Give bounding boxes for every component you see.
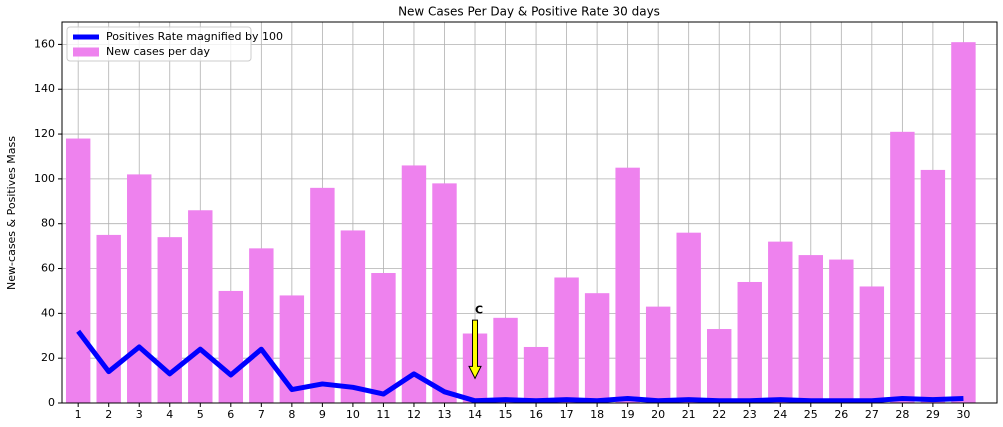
bar <box>554 277 579 403</box>
x-tick-label: 16 <box>529 408 543 421</box>
x-tick-label: 3 <box>136 408 143 421</box>
y-tick-label: 0 <box>48 396 55 409</box>
legend-box <box>66 26 252 62</box>
x-tick-label: 26 <box>834 408 848 421</box>
chart-title: New Cases Per Day & Positive Rate 30 day… <box>398 5 660 19</box>
x-tick-label: 27 <box>865 408 879 421</box>
bar <box>96 234 121 403</box>
x-tick-label: 6 <box>227 408 234 421</box>
bar <box>523 346 549 403</box>
x-tick-label: 28 <box>895 408 909 421</box>
x-tick-label: 29 <box>926 408 940 421</box>
y-tick-label: 80 <box>41 217 55 230</box>
bar <box>188 210 213 403</box>
bar <box>65 138 91 403</box>
annotation-text: C <box>475 303 483 316</box>
x-tick-label: 7 <box>258 408 265 421</box>
x-tick-label: 17 <box>560 408 574 421</box>
bar <box>645 306 671 403</box>
y-axis-label: New-cases & Positives Mass <box>5 136 18 290</box>
bar <box>310 187 335 403</box>
bar <box>707 329 732 403</box>
annotation-arrow <box>468 319 482 380</box>
x-tick-label: 9 <box>319 408 326 421</box>
x-tick-label: 5 <box>197 408 204 421</box>
x-tick-label: 19 <box>621 408 635 421</box>
x-tick-label: 4 <box>166 408 173 421</box>
x-tick-label: 24 <box>773 408 787 421</box>
x-tick-label: 10 <box>346 408 360 421</box>
x-tick-label: 2 <box>105 408 112 421</box>
y-tick-label: 100 <box>34 172 55 185</box>
x-tick-label: 22 <box>712 408 726 421</box>
legend-label: Positives Rate magnified by 100 <box>106 30 283 43</box>
x-tick-label: 18 <box>590 408 604 421</box>
legend-swatch <box>73 47 99 57</box>
x-tick-label: 8 <box>288 408 295 421</box>
y-tick-label: 140 <box>34 82 55 95</box>
bar <box>737 281 762 403</box>
bar <box>615 167 640 403</box>
bar <box>401 165 427 403</box>
x-tick-label: 30 <box>956 408 970 421</box>
bar <box>340 230 366 403</box>
bar <box>890 131 915 404</box>
bar <box>218 290 244 403</box>
plot-frame <box>61 21 998 404</box>
bar <box>584 293 610 403</box>
bar <box>829 259 854 403</box>
bar <box>157 237 182 403</box>
y-tick-label: 20 <box>41 351 55 364</box>
x-tick-label: 23 <box>743 408 757 421</box>
bar <box>371 273 396 403</box>
x-tick-label: 13 <box>437 408 451 421</box>
bar <box>432 183 457 403</box>
x-tick-label: 15 <box>499 408 513 421</box>
x-tick-label: 1 <box>75 408 82 421</box>
bar <box>768 241 793 403</box>
x-tick-label: 12 <box>407 408 421 421</box>
bar <box>798 255 824 403</box>
x-tick-label: 20 <box>651 408 665 421</box>
y-tick-label: 60 <box>41 262 55 275</box>
x-tick-label: 21 <box>682 408 696 421</box>
x-tick-label: 11 <box>376 408 390 421</box>
x-tick-label: 14 <box>468 408 482 421</box>
bar <box>249 248 274 403</box>
bar <box>951 42 976 403</box>
bar <box>859 286 885 403</box>
bar <box>920 169 946 403</box>
bar <box>493 317 518 403</box>
bar <box>676 232 701 403</box>
line <box>76 329 964 404</box>
x-tick-label: 25 <box>804 408 818 421</box>
bar <box>279 295 305 403</box>
legend-label: New cases per day <box>106 45 210 58</box>
y-tick-label: 160 <box>34 37 55 50</box>
y-tick-label: 120 <box>34 127 55 140</box>
y-tick-label: 40 <box>41 306 55 319</box>
bar <box>127 174 152 403</box>
